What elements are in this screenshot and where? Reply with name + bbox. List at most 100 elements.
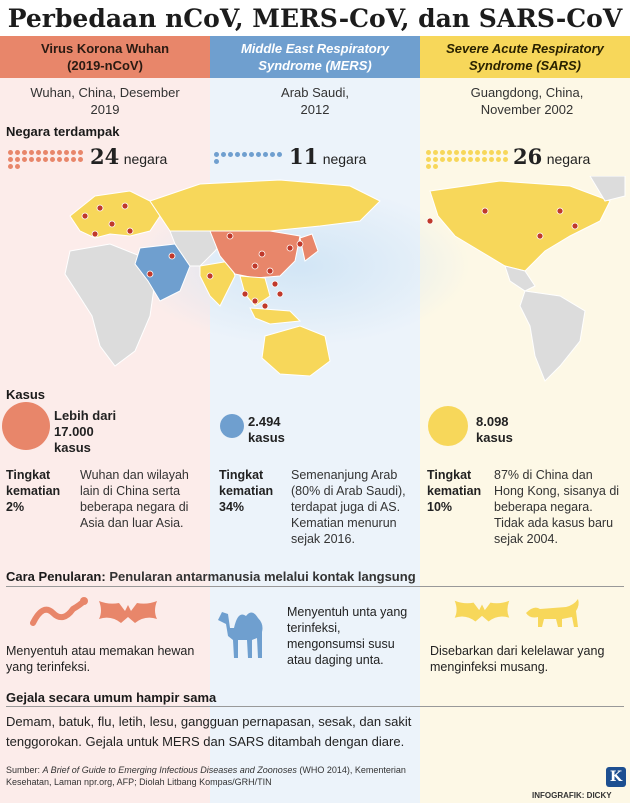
country-dot	[71, 150, 76, 155]
greenland-shape	[589, 176, 626, 202]
south-america-shape	[519, 290, 586, 382]
country-dot	[482, 150, 487, 155]
outbreak-marker	[276, 290, 284, 298]
country-dot	[71, 157, 76, 162]
outbreak-marker	[251, 297, 259, 305]
outbreak-marker	[536, 232, 544, 240]
source-prefix: Sumber:	[6, 765, 43, 775]
outbreak-marker	[261, 302, 269, 310]
transmission-heading: Cara Penularan: Penularan antarmanusia m…	[6, 569, 416, 584]
ncov-transmission-text: Menyentuh atau memakan hewan yang terinf…	[6, 644, 195, 674]
sars-origin: Guangdong, China, November 2002	[470, 85, 584, 117]
kompas-logo: K	[606, 767, 626, 787]
country-dot	[447, 150, 452, 155]
country-dot	[489, 150, 494, 155]
sars-country-count: 26 negara	[513, 144, 590, 169]
transmission-summary: Penularan antarmanusia melalui kontak la…	[109, 569, 416, 584]
country-dot	[15, 150, 20, 155]
country-dot	[64, 150, 69, 155]
country-dot	[496, 150, 501, 155]
ncov-mortality-value: 2%	[6, 500, 25, 514]
country-dot	[496, 157, 501, 162]
snake-icon	[30, 597, 88, 626]
country-dot	[78, 157, 83, 162]
ncov-mortality-label: Tingkat kematian 2%	[6, 467, 72, 515]
sars-country-dots	[426, 150, 508, 169]
country-dot	[15, 157, 20, 162]
bat-icon	[99, 601, 157, 623]
mers-mortality-label: Tingkat kematian 34%	[219, 467, 285, 515]
country-dot	[15, 164, 20, 169]
country-dot	[22, 157, 27, 162]
source-note: Sumber: A Brief of Guide to Emerging Inf…	[6, 764, 406, 788]
country-dot	[277, 152, 282, 157]
sars-case-circle	[428, 406, 468, 446]
ncov-origin: Wuhan, China, Desember 2019	[30, 85, 180, 117]
country-dot	[433, 150, 438, 155]
ncov-header-text: Virus Korona Wuhan (2019-nCoV)	[40, 41, 170, 73]
sars-mortality-label: Tingkat kematian 10%	[427, 467, 493, 515]
country-dot	[468, 157, 473, 162]
country-dot	[461, 150, 466, 155]
country-dot	[235, 152, 240, 157]
source-rest: (WHO 2014), Kementerian Kesehatan, Laman…	[6, 765, 406, 787]
outbreak-marker	[251, 262, 259, 270]
country-dot	[475, 150, 480, 155]
page-title: Perbedaan nCoV, MERS-CoV, dan SARS-CoV	[7, 4, 623, 33]
country-dot	[454, 150, 459, 155]
transmission-rule	[6, 586, 624, 587]
country-dot	[228, 152, 233, 157]
china-shape	[209, 230, 301, 279]
central-america-shape	[504, 265, 536, 292]
outbreak-marker	[271, 280, 279, 288]
outbreak-marker	[96, 204, 104, 212]
country-dot	[440, 157, 445, 162]
mers-header: Middle East Respiratory Syndrome (MERS)	[210, 36, 420, 78]
kompas-logo-letter: K	[609, 769, 623, 785]
outbreak-marker	[226, 232, 234, 240]
country-dot	[489, 157, 494, 162]
country-dot	[475, 157, 480, 162]
sars-mortality-note: 87% di China dan Hong Kong, sisanya di b…	[494, 468, 620, 546]
camel-icon	[218, 612, 263, 658]
sars-country-number: 26	[513, 144, 543, 169]
outbreak-marker	[426, 217, 434, 225]
sars-header: Severe Acute Respiratory Syndrome (SARS)	[420, 36, 630, 78]
outbreak-marker	[121, 202, 129, 210]
outbreak-markers	[81, 202, 579, 310]
outbreak-marker	[81, 212, 89, 220]
country-dot	[36, 150, 41, 155]
country-dot	[214, 159, 219, 164]
country-dot	[433, 157, 438, 162]
mers-country-unit: negara	[322, 151, 367, 167]
country-dot	[503, 150, 508, 155]
country-dot	[43, 157, 48, 162]
outbreak-marker	[108, 220, 116, 228]
japan-shape	[299, 233, 319, 262]
country-dot	[57, 150, 62, 155]
country-dot	[447, 157, 452, 162]
country-dot	[57, 157, 62, 162]
mers-country-dots	[214, 152, 288, 164]
sars-mortality-label-text: Tingkat kematian	[427, 468, 482, 498]
symptoms-section-label: Gejala secara umum hampir sama	[6, 690, 217, 705]
outbreak-marker	[258, 250, 266, 258]
sars-case-text: 8.098 kasus	[476, 414, 513, 445]
mers-mortality-note: Semenanjung Arab (80% di Arab Saudi), te…	[291, 468, 406, 546]
country-dot	[270, 152, 275, 157]
country-dot	[214, 152, 219, 157]
credit: INFOGRAFIK: DICKY	[532, 791, 612, 800]
mers-case-circle	[220, 414, 244, 438]
outbreak-marker	[556, 207, 564, 215]
mers-transmission-text: Menyentuh unta yang terinfeksi, mengonsu…	[287, 605, 408, 667]
transmission-section-label: Cara Penularan:	[6, 569, 106, 584]
country-dot	[482, 157, 487, 162]
country-dot	[249, 152, 254, 157]
ncov-mortality-note: Wuhan dan wilayah lain di China serta be…	[80, 468, 189, 530]
country-dot	[36, 157, 41, 162]
country-dot	[22, 150, 27, 155]
sars-country-unit: negara	[546, 151, 591, 167]
country-dot	[78, 150, 83, 155]
sars-mortality-value: 10%	[427, 500, 453, 514]
country-dot	[256, 152, 261, 157]
